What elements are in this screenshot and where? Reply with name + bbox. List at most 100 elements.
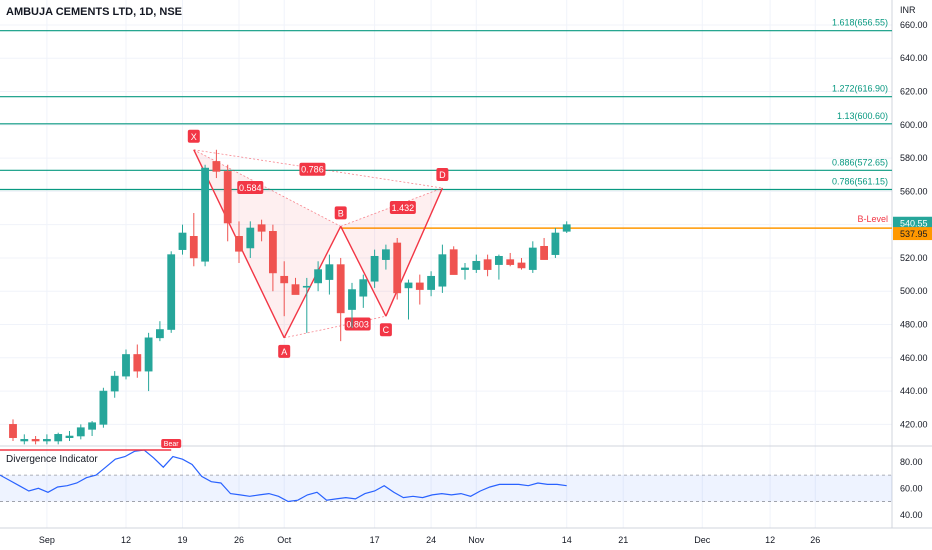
time-tick-label: Oct bbox=[277, 535, 292, 545]
oscillator-title: Divergence Indicator bbox=[6, 454, 98, 465]
candle-body bbox=[517, 262, 526, 269]
ratio-badge bbox=[344, 317, 371, 331]
candle-body bbox=[359, 279, 368, 297]
candle-body bbox=[65, 435, 74, 438]
time-tick-label: 17 bbox=[370, 535, 380, 545]
price-axis[interactable]: 420.00 440.00 460.00 480.00 500.00 520.00 540.… bbox=[893, 20, 932, 520]
candle-body bbox=[167, 254, 176, 330]
price-tick-label: 460.00 bbox=[900, 353, 928, 363]
pattern-point-label: C bbox=[383, 325, 390, 335]
time-tick-label: 14 bbox=[562, 535, 572, 545]
candle-body bbox=[472, 260, 481, 270]
candle-body bbox=[257, 224, 266, 232]
candle-body bbox=[212, 161, 221, 172]
price-tick-label: 560.00 bbox=[900, 186, 928, 196]
candle-body bbox=[223, 171, 232, 224]
oscillator-tick-label: 80.00 bbox=[900, 457, 923, 467]
oscillator-tick-label: 40.00 bbox=[900, 510, 923, 520]
price-tick-label: 440.00 bbox=[900, 386, 928, 396]
candle-body bbox=[9, 424, 17, 438]
pattern-point-badge bbox=[334, 206, 347, 220]
divergence-label: Bear bbox=[164, 441, 179, 448]
candle-body bbox=[42, 439, 51, 442]
candle-body bbox=[268, 231, 277, 274]
candle-body bbox=[291, 284, 300, 295]
candle-body bbox=[133, 354, 142, 372]
grid-lines bbox=[0, 0, 932, 529]
candle-body bbox=[506, 259, 515, 265]
divergence-badge bbox=[161, 438, 182, 448]
candle-body bbox=[551, 232, 560, 255]
price-tick-label: 620.00 bbox=[900, 87, 928, 97]
b-level-tag-bg bbox=[893, 227, 932, 241]
price-tick-label: 420.00 bbox=[900, 419, 928, 429]
candle-body bbox=[156, 329, 164, 339]
time-tick-label: 26 bbox=[234, 535, 244, 545]
candle-body bbox=[562, 224, 571, 232]
candle-body bbox=[528, 247, 537, 270]
candle-body bbox=[415, 282, 424, 290]
time-axis[interactable]: Sep 12 19 26 Oct 17 24 Nov 14 21 Dec 12 26 bbox=[39, 535, 820, 545]
candle-body bbox=[246, 227, 255, 249]
currency-label: INR bbox=[900, 5, 916, 15]
leg-ab bbox=[283, 226, 342, 339]
candle-body bbox=[461, 267, 469, 270]
candle-body bbox=[370, 255, 379, 282]
price-tick-label: 580.00 bbox=[900, 153, 928, 163]
last-price-tag-bg bbox=[893, 216, 932, 230]
candle-body bbox=[110, 375, 119, 392]
ratio-line-ac bbox=[284, 315, 386, 339]
ratio-badge bbox=[299, 162, 326, 176]
pattern-point-badge bbox=[278, 344, 291, 358]
leg-bc bbox=[340, 226, 387, 317]
ratio-label: 0.803 bbox=[346, 320, 369, 330]
price-tick-label: 480.00 bbox=[900, 320, 928, 330]
time-tick-label: 21 bbox=[618, 535, 628, 545]
candle-body bbox=[314, 269, 322, 284]
candle-body bbox=[122, 354, 130, 377]
candle-body bbox=[88, 422, 96, 430]
candle-body bbox=[427, 275, 435, 290]
candle-body bbox=[54, 434, 63, 442]
candle-body bbox=[99, 390, 108, 425]
time-tick-label: 24 bbox=[426, 535, 436, 545]
chart-title: AMBUJA CEMENTS LTD, 1D, NSE bbox=[6, 6, 182, 18]
candle-body bbox=[348, 289, 356, 310]
fib-level-label: 1.272(616.90) bbox=[832, 84, 888, 94]
candlestick-series bbox=[9, 149, 571, 445]
time-tick-label: Nov bbox=[468, 535, 485, 545]
candle-body bbox=[325, 264, 334, 280]
oscillator-line bbox=[0, 449, 567, 503]
pattern-point-label: A bbox=[281, 347, 287, 357]
price-tick-label: 640.00 bbox=[900, 53, 928, 63]
price-tick-label: 520.00 bbox=[900, 253, 928, 263]
candle-body bbox=[20, 439, 29, 442]
candle-body bbox=[144, 337, 153, 372]
price-tick-label: 660.00 bbox=[900, 20, 928, 30]
candle-body bbox=[76, 427, 85, 437]
ratio-label: 1.432 bbox=[392, 203, 415, 213]
candle-body bbox=[201, 167, 209, 262]
price-tick-label: 500.00 bbox=[900, 286, 928, 296]
fib-level-label: 1.618(656.55) bbox=[832, 18, 888, 28]
time-tick-label: 12 bbox=[121, 535, 131, 545]
candle-body bbox=[494, 255, 503, 265]
time-tick-label: 12 bbox=[765, 535, 775, 545]
b-level-label: B-Level bbox=[857, 214, 888, 224]
candle-body bbox=[302, 285, 311, 288]
fibonacci-levels: 1.618(656.55) 1.272(616.90) 1.13(600.60) 0.… bbox=[0, 18, 892, 229]
candle-body bbox=[381, 249, 390, 260]
fib-level-label: 0.886(572.65) bbox=[832, 157, 888, 167]
oscillator-tick-label: 60.00 bbox=[900, 483, 923, 493]
xab-triangle bbox=[193, 149, 341, 338]
candle-body bbox=[540, 245, 548, 260]
b-level-tag: 537.95 bbox=[900, 229, 928, 239]
pattern-point-badge bbox=[187, 129, 200, 143]
candle-body bbox=[189, 236, 198, 259]
pattern-point-badge bbox=[436, 168, 449, 182]
candle-body bbox=[449, 249, 458, 275]
fib-level-label: 1.13(600.60) bbox=[837, 111, 888, 121]
time-tick-label: 26 bbox=[810, 535, 820, 545]
candle-body bbox=[31, 439, 40, 442]
